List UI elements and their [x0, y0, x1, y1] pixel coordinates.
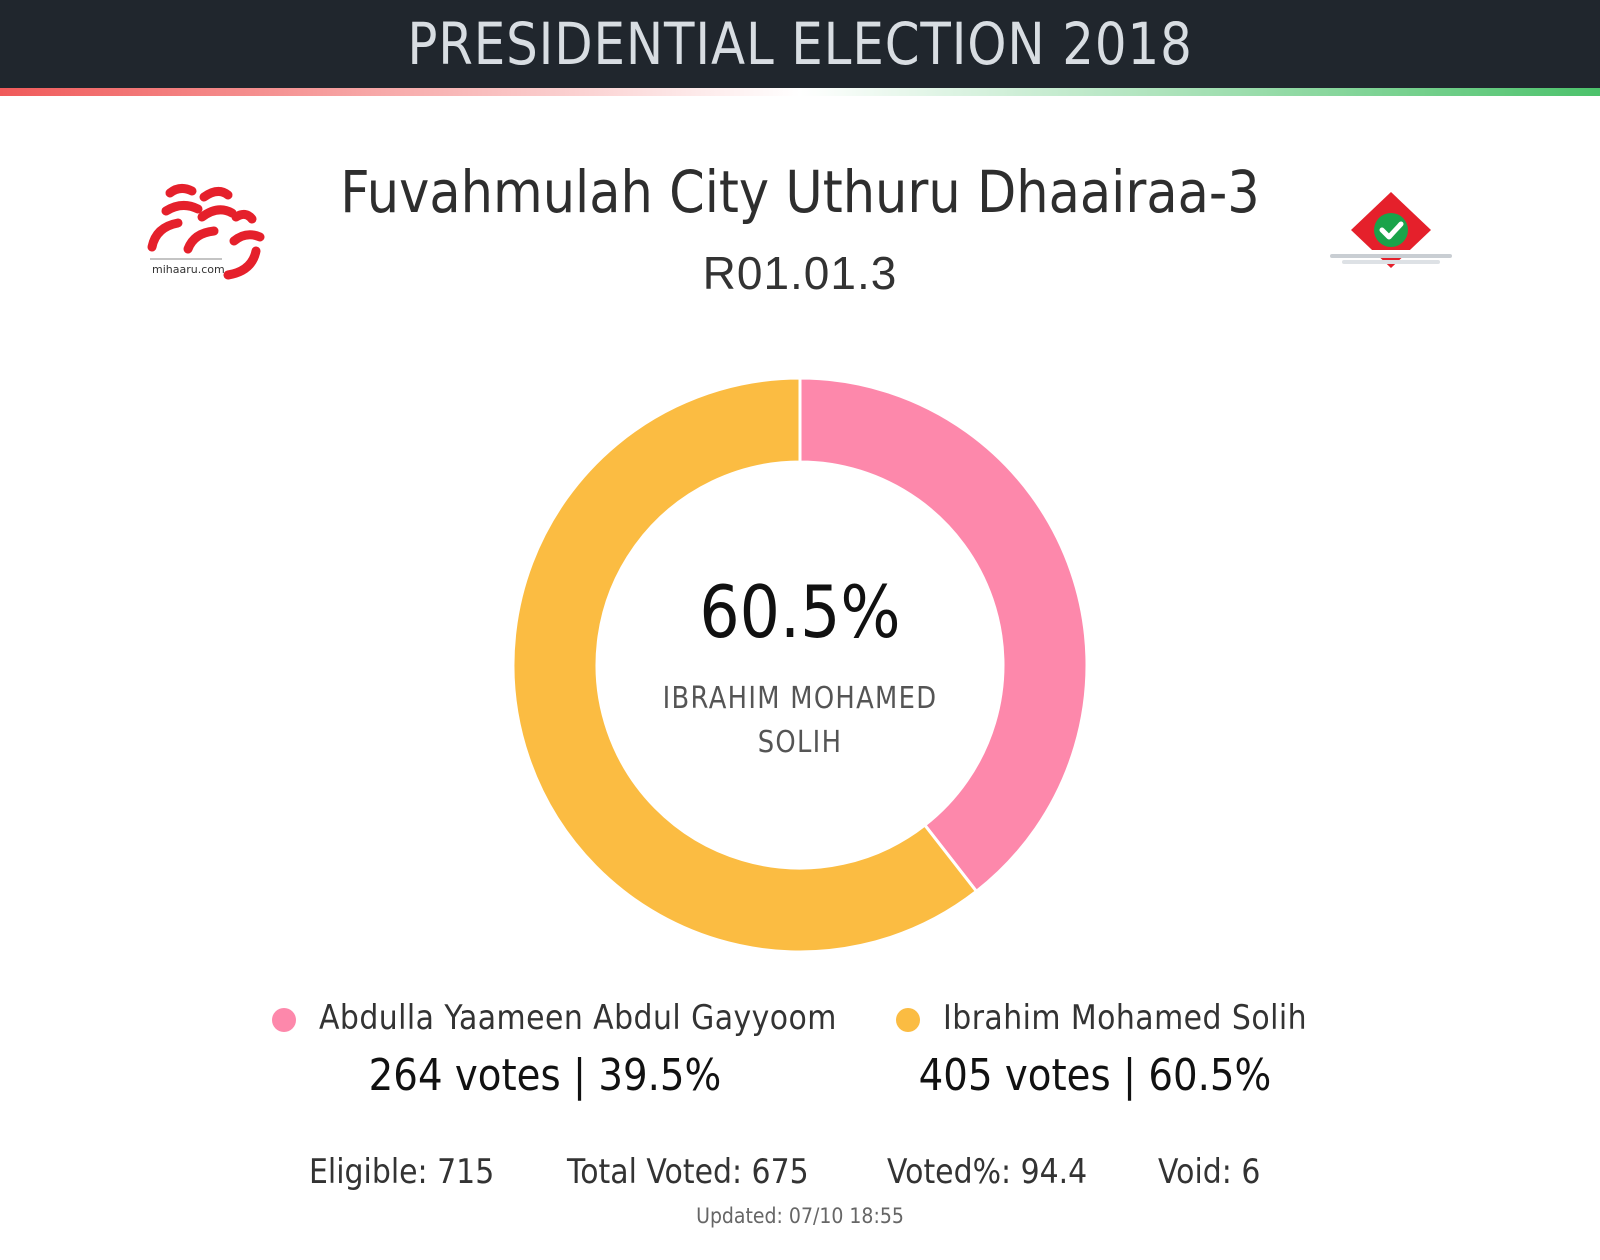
- ballot-box-icon: [1328, 190, 1454, 270]
- legend-votes-yaameen: 264 votes | 39.5%: [368, 1050, 722, 1101]
- donut-slice-yaameen: [798, 376, 1089, 894]
- updated-timestamp: Updated: 07/10 18:55: [696, 1204, 904, 1228]
- stat-void: Void: 6: [1158, 1152, 1261, 1192]
- stat-total-voted: Total Voted: 675: [567, 1152, 809, 1192]
- donut-chart: [511, 376, 1089, 954]
- accent-strip: [0, 88, 1600, 96]
- legend-name-solih: Ibrahim Mohamed Solih: [943, 998, 1307, 1038]
- legend-votes-solih: 405 votes | 60.5%: [918, 1050, 1272, 1101]
- stat-eligible: Eligible: 715: [309, 1152, 495, 1192]
- legend-dot-solih: [896, 1008, 920, 1032]
- center-candidate-name: IBRAHIM MOHAMED SOLIH: [662, 681, 938, 760]
- mihaaru-logo: mihaaru.com: [140, 175, 280, 290]
- mihaaru-logo-text: mihaaru.com: [152, 263, 225, 276]
- constituency-name: Fuvahmulah City Uthuru Dhaairaa-3: [340, 158, 1260, 226]
- legend-dot-yaameen: [272, 1008, 296, 1032]
- header-bar: [0, 0, 1600, 88]
- stat-voted-percent: Voted%: 94.4: [887, 1152, 1088, 1192]
- page-title: PRESIDENTIAL ELECTION 2018: [407, 10, 1193, 78]
- donut-slice-solih: [511, 376, 979, 954]
- legend-name-yaameen: Abdulla Yaameen Abdul Gayyoom: [319, 998, 837, 1038]
- center-percentage: 60.5%: [699, 570, 901, 654]
- constituency-code: R01.01.3: [702, 247, 898, 299]
